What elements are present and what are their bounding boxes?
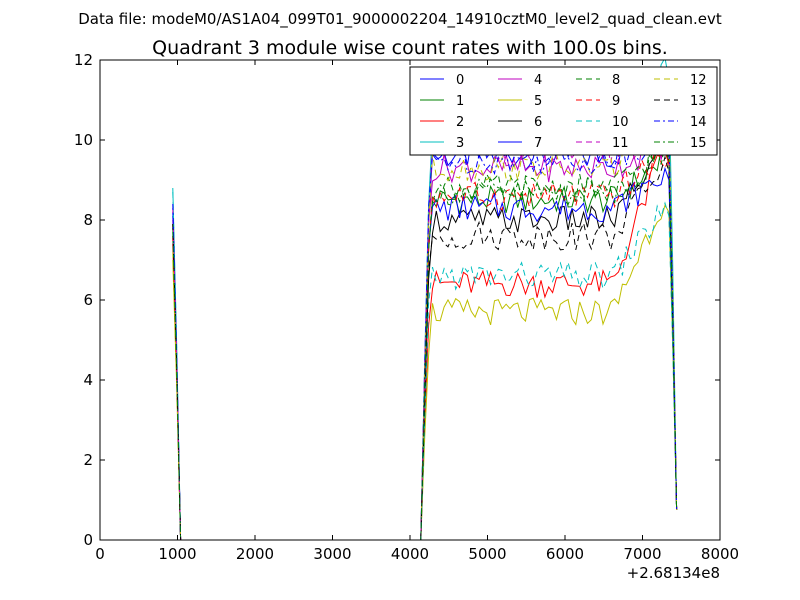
x-tick-label: 5000 [468,545,506,563]
legend-label-2: 2 [456,115,464,130]
y-tick-label: 10 [74,131,93,149]
x-tick-label: 8000 [701,545,739,563]
legend-label-12: 12 [690,73,707,88]
series-line-12 [172,117,678,540]
series-line-1 [172,144,678,540]
legend-label-13: 13 [690,94,707,109]
axis-ticks: 0 1000 2000 3000 4000 5000 6000 7000 80000246810… [74,51,739,563]
x-tick-label: 4000 [391,545,429,563]
y-tick-label: 4 [83,371,93,389]
legend-label-14: 14 [690,115,707,130]
legend-label-1: 1 [456,94,464,109]
series-line-10 [172,191,678,540]
x-tick-label: 7000 [623,545,661,563]
legend-label-4: 4 [534,73,542,88]
series-line-11 [172,118,678,540]
legend-label-8: 8 [612,73,620,88]
legend-label-10: 10 [612,115,629,130]
legend-label-11: 11 [612,136,629,151]
y-tick-label: 12 [74,51,93,69]
series-line-0 [172,121,678,540]
x-tick-label: 2000 [236,545,274,563]
legend-label-15: 15 [690,136,707,151]
series-line-9 [172,149,678,540]
y-tick-label: 8 [83,211,93,229]
y-tick-label: 2 [83,451,93,469]
legend-label-6: 6 [534,115,542,130]
series-line-14 [172,126,678,540]
y-tick-label: 6 [83,291,93,309]
chart-suptitle: Data file: modeM0/AS1A04_099T01_90000022… [78,10,722,29]
x-tick-label: 0 [95,545,105,563]
series-line-5 [172,204,678,540]
x-tick-label: 3000 [313,545,351,563]
legend-frame [409,66,718,156]
chart-title: Quadrant 3 module wise count rates with … [152,37,668,59]
x-offset-label: +2.68134e8 [627,564,720,582]
series-line-4 [172,137,678,540]
series-line-13 [172,155,678,540]
y-tick-label: 0 [83,531,93,549]
legend-label-5: 5 [534,94,542,109]
legend-label-7: 7 [534,136,542,151]
legend-label-9: 9 [612,94,620,109]
x-tick-label: 6000 [546,545,584,563]
series-line-15 [172,144,678,540]
series-line-8 [172,137,678,540]
legend-label-3: 3 [456,136,464,151]
x-tick-label: 1000 [158,545,196,563]
legend-label-0: 0 [456,73,464,88]
